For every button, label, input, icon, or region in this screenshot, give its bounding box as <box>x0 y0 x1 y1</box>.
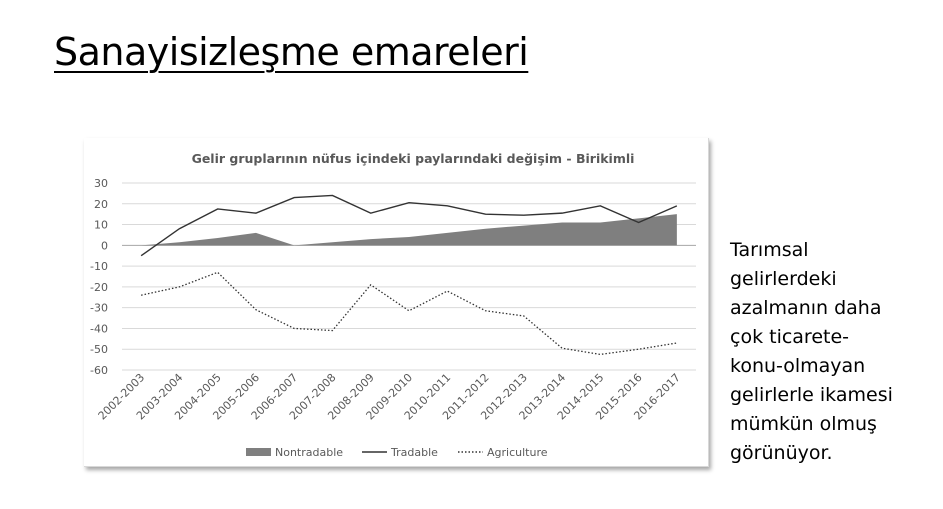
y-tick-label: 0 <box>101 239 108 252</box>
y-tick-label: 20 <box>94 198 108 211</box>
side-text-line: mümkün olmuş <box>730 413 877 435</box>
side-text-line: gelirlerle ikamesi <box>730 384 893 406</box>
legend-swatch-nontradable <box>246 448 271 456</box>
y-tick-label: 30 <box>94 177 108 190</box>
side-text-line: konu-olmayan <box>730 355 866 377</box>
chart-svg: Gelir gruplarının nüfus içindeki payları… <box>90 151 696 459</box>
y-tick-label: -40 <box>90 322 108 335</box>
side-text-line: gelirlerdeki <box>730 268 837 290</box>
y-tick-label: -10 <box>90 260 108 273</box>
chart-title: Gelir gruplarının nüfus içindeki payları… <box>192 151 635 166</box>
side-text-line: çok ticarete- <box>730 326 850 348</box>
y-tick-label: -50 <box>90 343 108 356</box>
side-text: Tarımsal gelirlerdeki azalmanın daha çok… <box>730 236 930 468</box>
side-text-line: görünüyor. <box>730 442 833 464</box>
y-tick-label: -60 <box>90 364 108 377</box>
side-text-line: azalmanın daha <box>730 297 882 319</box>
slide-title: Sanayisizleşme emareleri <box>54 30 529 74</box>
y-tick-label: -20 <box>90 281 108 294</box>
series-line-agriculture <box>140 271 677 356</box>
legend-label-nontradable: Nontradable <box>275 446 343 459</box>
chart-container: Gelir gruplarının nüfus içindeki payları… <box>84 138 709 467</box>
legend-label-agriculture: Agriculture <box>487 446 548 459</box>
y-tick-label: 10 <box>94 219 108 232</box>
side-text-line: Tarımsal <box>730 239 809 261</box>
series-area-nontradable <box>141 214 677 246</box>
legend-label-tradable: Tradable <box>390 446 438 459</box>
y-tick-label: -30 <box>90 302 108 315</box>
series-line-tradable <box>140 194 678 257</box>
